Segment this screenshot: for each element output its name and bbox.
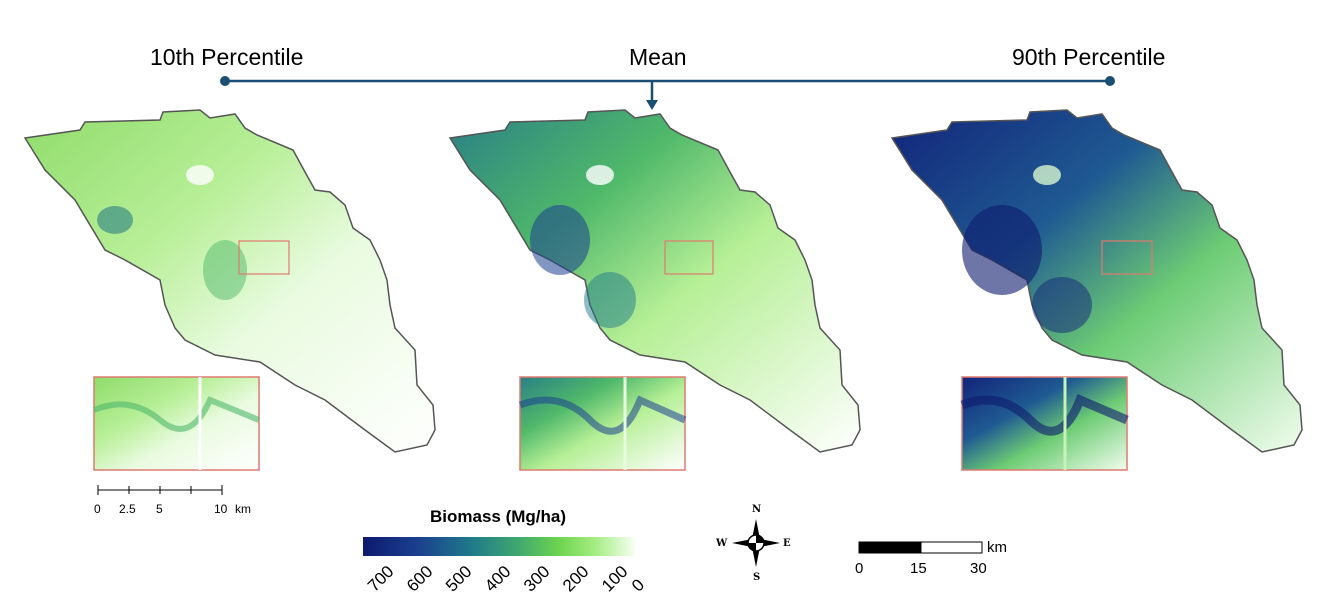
scale-small-tick-0: 0	[94, 502, 101, 516]
panel-title-mean: Mean	[629, 44, 687, 70]
connector-dot-right	[1105, 76, 1115, 86]
legend-colorbar	[363, 537, 635, 556]
panel-title-90th: 90th Percentile	[1012, 44, 1166, 70]
connector-arrow	[646, 100, 658, 110]
scale-small-tick-1: 2.5	[119, 502, 136, 516]
map-10th-percentile	[24, 109, 436, 453]
scale-large-tick-0: 0	[855, 560, 864, 577]
scale-small-tick-3: 10	[214, 502, 228, 516]
scale-large-tick-2: 30	[970, 560, 987, 577]
inset-10th-percentile	[92, 376, 261, 471]
map-90th-percentile	[891, 109, 1303, 453]
scale-bar-large	[858, 541, 983, 554]
compass-e: E	[783, 538, 791, 549]
scale-bar-small	[97, 485, 223, 495]
legend-title: Biomass (Mg/ha)	[430, 507, 567, 526]
panel-title-10th: 10th Percentile	[150, 44, 304, 70]
map-mean	[449, 109, 861, 453]
compass-n: N	[752, 504, 762, 515]
compass-icon	[732, 519, 780, 567]
inset-mean	[518, 376, 687, 471]
scale-small-tick-2: 5	[156, 502, 163, 516]
scale-large-tick-1: 15	[910, 560, 927, 577]
scale-large-unit: km	[987, 539, 1007, 556]
inset-90th-percentile	[960, 376, 1129, 471]
connector-dot-left	[220, 76, 230, 86]
scale-small-unit: km	[235, 502, 251, 516]
compass-w: W	[716, 538, 728, 549]
compass-s: S	[753, 572, 761, 583]
